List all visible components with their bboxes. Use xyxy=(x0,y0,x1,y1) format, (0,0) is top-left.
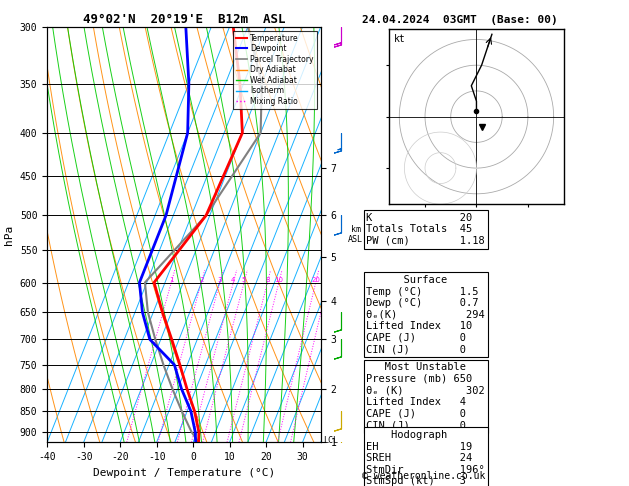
X-axis label: Dewpoint / Temperature (°C): Dewpoint / Temperature (°C) xyxy=(93,468,275,478)
Text: 2: 2 xyxy=(199,277,204,282)
Legend: Temperature, Dewpoint, Parcel Trajectory, Dry Adiabat, Wet Adiabat, Isotherm, Mi: Temperature, Dewpoint, Parcel Trajectory… xyxy=(233,31,317,109)
Text: 4: 4 xyxy=(231,277,235,282)
Text: 20: 20 xyxy=(311,277,320,282)
Text: 10: 10 xyxy=(274,277,283,282)
Text: 5: 5 xyxy=(242,277,246,282)
Text: Hodograph
EH             19
SREH           24
StmDir         196°
StmSpd (kt)   : Hodograph EH 19 SREH 24 StmDir 196° StmS… xyxy=(366,430,485,486)
Text: 8: 8 xyxy=(265,277,270,282)
Text: LCL: LCL xyxy=(323,436,338,445)
Text: 1: 1 xyxy=(169,277,174,282)
Y-axis label: hPa: hPa xyxy=(4,225,14,244)
Text: Surface
Temp (°C)      1.5
Dewp (°C)      0.7
θₑ(K)           294
Lifted Index  : Surface Temp (°C) 1.5 Dewp (°C) 0.7 θₑ(K… xyxy=(366,275,485,355)
Text: kt: kt xyxy=(394,35,406,44)
Text: Most Unstable
Pressure (mb) 650
θₑ (K)          302
Lifted Index   4
CAPE (J)   : Most Unstable Pressure (mb) 650 θₑ (K) 3… xyxy=(366,363,485,431)
Text: © weatheronline.co.uk: © weatheronline.co.uk xyxy=(362,471,485,481)
Text: 3: 3 xyxy=(218,277,222,282)
Title: 49°02'N  20°19'E  B12m  ASL: 49°02'N 20°19'E B12m ASL xyxy=(83,13,285,26)
Y-axis label: km
ASL: km ASL xyxy=(348,225,364,244)
Text: K              20
Totals Totals  45
PW (cm)        1.18: K 20 Totals Totals 45 PW (cm) 1.18 xyxy=(366,213,485,246)
Text: 24.04.2024  03GMT  (Base: 00): 24.04.2024 03GMT (Base: 00) xyxy=(362,15,557,25)
